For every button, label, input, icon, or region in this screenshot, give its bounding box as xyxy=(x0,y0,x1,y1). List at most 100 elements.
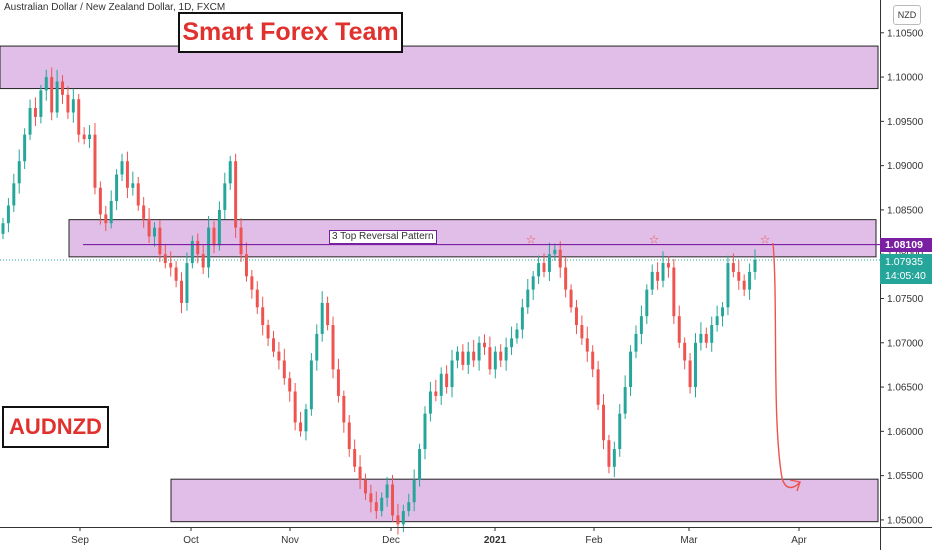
pattern-label: 3 Top Reversal Pattern xyxy=(329,230,437,244)
candle-body xyxy=(715,316,719,326)
candle-body xyxy=(125,161,129,188)
candle-body xyxy=(445,373,449,388)
candle-body xyxy=(358,466,362,481)
candle-body xyxy=(542,263,546,272)
candle-body xyxy=(461,351,465,365)
candle-body xyxy=(585,338,589,352)
candle-body xyxy=(645,289,649,317)
time-tick-label: Apr xyxy=(791,535,807,546)
candle-body xyxy=(142,205,146,219)
candle-body xyxy=(115,174,119,202)
candle-body xyxy=(299,422,303,432)
candle-body xyxy=(688,360,692,388)
candle-body xyxy=(672,267,676,317)
top-star-marker: ☆ xyxy=(760,233,771,247)
candle-body xyxy=(704,333,708,343)
candle-body xyxy=(261,307,265,326)
top-star-marker: ☆ xyxy=(526,233,537,247)
candle-body xyxy=(336,369,340,396)
time-tick-label: 2021 xyxy=(484,535,507,546)
candle-body xyxy=(190,240,194,264)
time-axis[interactable]: Sep Oct Nov Dec 2021 Feb Mar Apr xyxy=(0,527,932,546)
candle-body xyxy=(666,263,670,268)
candle-body xyxy=(553,249,557,255)
candle-body xyxy=(77,99,81,135)
candle-body xyxy=(472,351,476,361)
candle-body xyxy=(44,77,48,91)
candle-body xyxy=(466,351,470,365)
candle-body xyxy=(439,373,443,396)
candle-body xyxy=(537,263,541,277)
candle-body xyxy=(282,360,286,379)
last-price-tag: 1.07935 14:05:40 xyxy=(880,254,932,284)
candles xyxy=(1,67,757,535)
candle-body xyxy=(618,413,622,450)
candle-body xyxy=(455,351,459,361)
candle-body xyxy=(6,205,10,224)
last-price-value: 1.07935 xyxy=(885,256,923,268)
candle-body xyxy=(520,307,524,330)
candle-body xyxy=(634,333,638,352)
candle-body xyxy=(353,449,357,467)
candle-body xyxy=(50,77,54,113)
candle-body xyxy=(163,254,167,264)
candle-body xyxy=(347,422,351,450)
candle-body xyxy=(12,183,16,206)
candle-body xyxy=(488,347,492,370)
candle-body xyxy=(369,493,373,503)
candle-body xyxy=(174,267,178,281)
candle-body xyxy=(385,484,389,498)
candle-body xyxy=(412,480,416,503)
price-tick-label: 1.07500 xyxy=(887,294,924,305)
candle-body xyxy=(569,289,573,308)
candle-body xyxy=(223,183,227,210)
candle-body xyxy=(428,391,432,414)
candle-body xyxy=(710,325,714,343)
candle-body xyxy=(612,449,616,467)
candle-body xyxy=(61,81,64,95)
price-tick-label: 1.06500 xyxy=(887,383,924,394)
candle-body xyxy=(288,378,292,392)
candle-body xyxy=(499,351,503,361)
candle-body xyxy=(694,342,697,388)
support-resistance-zone xyxy=(170,478,879,523)
candle-body xyxy=(564,267,568,290)
candle-body xyxy=(196,240,200,255)
brand-label: Smart Forex Team xyxy=(178,12,403,53)
time-tick-label: Mar xyxy=(680,535,698,546)
candle-body xyxy=(742,280,746,290)
candle-body xyxy=(602,404,606,441)
zones xyxy=(0,45,879,523)
candle-body xyxy=(591,351,595,370)
candle-body xyxy=(304,409,308,432)
candle-body xyxy=(363,480,367,494)
candle-body xyxy=(418,449,422,481)
candle-body xyxy=(147,218,151,237)
candle-body xyxy=(558,249,562,268)
candle-body xyxy=(39,90,43,117)
price-tick-label: 1.07000 xyxy=(887,338,924,349)
price-tick-label: 1.05500 xyxy=(887,471,924,482)
candle-body xyxy=(401,511,405,525)
price-tick-label: 1.10000 xyxy=(887,73,924,84)
candle-body xyxy=(109,201,113,224)
candle-body xyxy=(331,325,335,370)
candle-body xyxy=(450,360,454,388)
time-tick-label: Sep xyxy=(71,535,89,546)
resistance-price-tag: 1.08109 xyxy=(880,238,932,252)
candle-body xyxy=(477,342,481,361)
candle-body xyxy=(93,134,97,188)
candle-body xyxy=(98,187,102,215)
currency-button[interactable]: NZD xyxy=(893,5,921,25)
candle-body xyxy=(753,259,757,272)
candle-body xyxy=(320,302,324,334)
candle-body xyxy=(699,333,703,343)
candle-body xyxy=(434,391,438,396)
candle-body xyxy=(272,338,275,352)
candle-body xyxy=(748,271,752,290)
candle-body xyxy=(683,342,687,361)
candle-body xyxy=(483,342,486,348)
candle-body xyxy=(136,183,140,206)
candle-body xyxy=(169,263,173,268)
candle-body xyxy=(201,254,205,268)
